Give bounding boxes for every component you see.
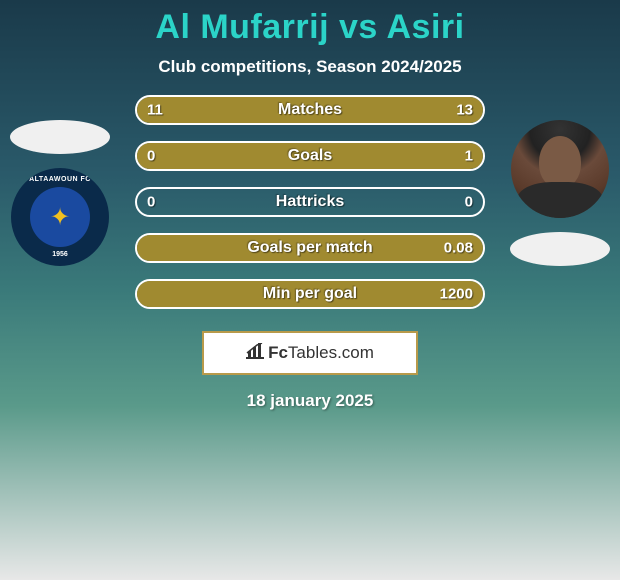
comparison-title: Al Mufarrij vs Asiri (0, 8, 620, 47)
stat-value-right: 0.08 (444, 240, 473, 257)
player-left-column: ALTAAWOUN FC ✦ 1956 (10, 120, 110, 266)
stat-value-right: 0 (465, 194, 473, 211)
player-right-column (510, 120, 610, 266)
player-right-photo (511, 120, 609, 218)
stat-label: Matches (278, 101, 342, 119)
chart-icon (246, 343, 264, 364)
stat-value-right: 1 (465, 148, 473, 165)
season-subtitle: Club competitions, Season 2024/2025 (0, 57, 620, 77)
player-left-ellipse (10, 120, 110, 154)
badge-bottom-text: 1956 (52, 251, 68, 258)
stat-value-left: 0 (147, 148, 155, 165)
stat-value-left: 11 (147, 102, 163, 119)
badge-top-text: ALTAAWOUN FC (29, 176, 91, 183)
stat-bar: Goals per match 0.08 (135, 233, 485, 263)
stat-label: Min per goal (263, 285, 357, 303)
card: Al Mufarrij vs Asiri Club competitions, … (0, 0, 620, 411)
logo-text-prefix: Fc (268, 343, 288, 362)
stat-value-right: 1200 (440, 286, 473, 303)
stat-bar: Hattricks 0 0 (135, 187, 485, 217)
logo-text: FcTables.com (268, 343, 374, 363)
fctables-logo[interactable]: FcTables.com (202, 331, 418, 375)
logo-text-suffix: Tables.com (288, 343, 374, 362)
stat-label: Goals per match (247, 239, 372, 257)
stat-bar: Goals 0 1 (135, 141, 485, 171)
star-icon: ✦ (50, 203, 70, 232)
player-right-ellipse (510, 232, 610, 266)
stat-label: Goals (288, 147, 332, 165)
badge-inner: ✦ (30, 187, 90, 247)
stat-bar: Min per goal 1200 (135, 279, 485, 309)
stat-value-right: 13 (456, 102, 473, 119)
stat-bar: Matches 11 13 (135, 95, 485, 125)
stat-label: Hattricks (276, 193, 344, 211)
snapshot-date: 18 january 2025 (0, 391, 620, 411)
club-badge-left: ALTAAWOUN FC ✦ 1956 (11, 168, 109, 266)
stat-value-left: 0 (147, 194, 155, 211)
stats-bars: Matches 11 13 Goals 0 1 Hattricks 0 0 Goals per m… (135, 95, 485, 309)
